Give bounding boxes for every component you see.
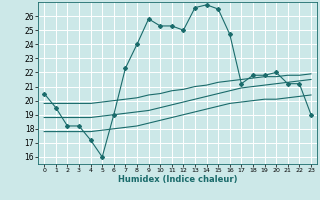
X-axis label: Humidex (Indice chaleur): Humidex (Indice chaleur): [118, 175, 237, 184]
